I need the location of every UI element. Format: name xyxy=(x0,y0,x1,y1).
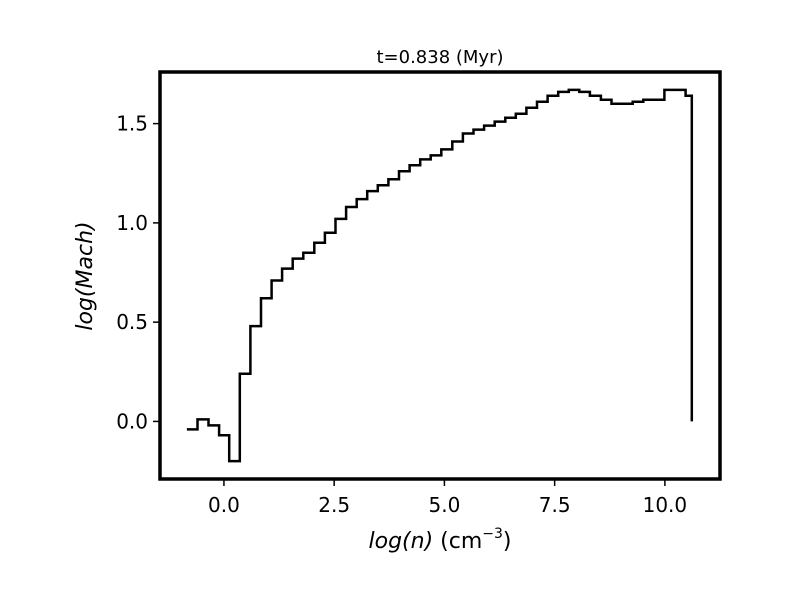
x-tick-label: 10.0 xyxy=(643,493,688,517)
y-tick-label: 0.5 xyxy=(116,310,148,334)
x-tick-label: 7.5 xyxy=(539,493,571,517)
plot-frame xyxy=(158,70,722,481)
chart-title: t=0.838 (Myr) xyxy=(376,47,503,68)
y-tick-label: 1.5 xyxy=(116,112,148,136)
y-tick-label: 0.0 xyxy=(116,409,148,433)
y-tick-label: 1.0 xyxy=(116,211,148,235)
x-tick-label: 2.5 xyxy=(318,493,350,517)
step-line-series xyxy=(186,88,694,463)
x-ticks: 0.0 2.5 5.0 7.5 10.0 xyxy=(208,479,687,517)
y-axis-label: log(Mach) xyxy=(73,221,98,330)
y-ticks: 0.0 0.5 1.0 1.5 xyxy=(116,112,160,433)
x-axis-label-sup: −3 xyxy=(482,526,503,542)
x-axis-label-italic: log(n) xyxy=(369,529,434,554)
x-tick-label: 5.0 xyxy=(429,493,461,517)
x-axis-label-close: ) xyxy=(503,529,512,554)
x-axis-label: log(n) (cm−3) xyxy=(369,526,512,554)
x-axis-label-unit: (cm xyxy=(433,529,482,554)
x-tick-label: 0.0 xyxy=(208,493,240,517)
